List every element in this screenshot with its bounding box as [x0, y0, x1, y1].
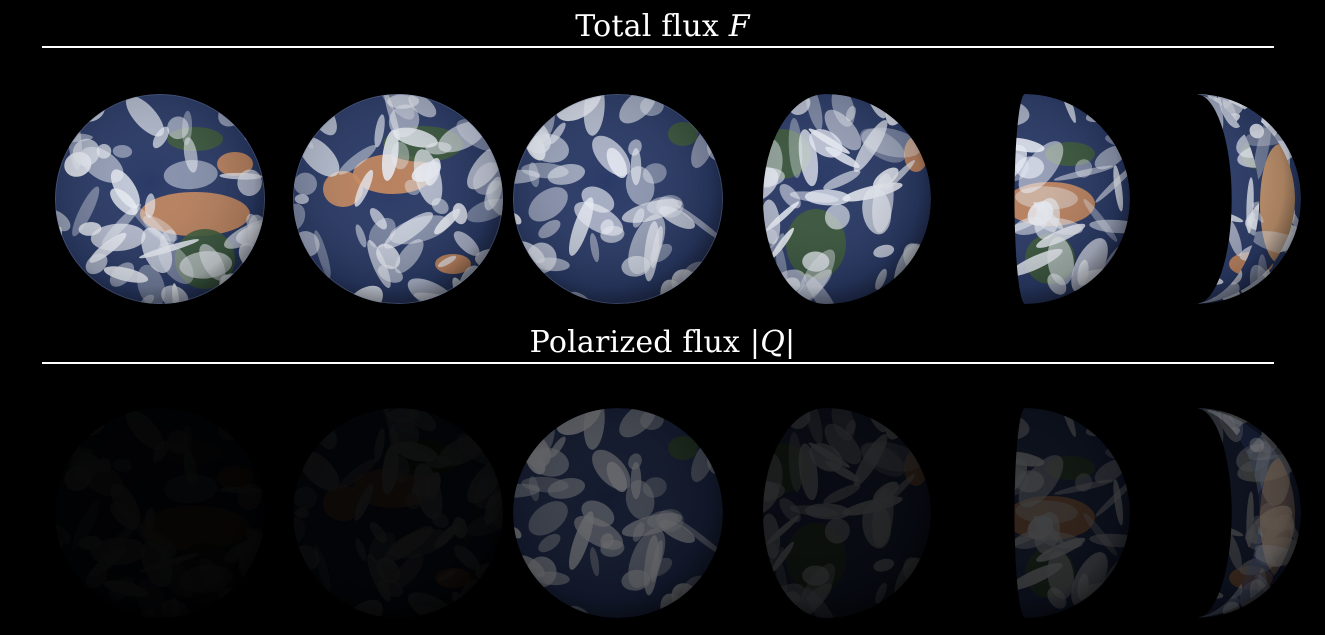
polarized-flux-title: Polarized flux |Q| — [0, 326, 1325, 360]
globe-surface — [293, 94, 503, 304]
polarized-flux-globe-3 — [513, 408, 723, 618]
globe-surface — [55, 408, 265, 618]
total-flux-globe-1 — [55, 94, 265, 304]
polarized-flux-globe-row — [0, 408, 1325, 620]
globe-surface — [920, 94, 1130, 304]
total-flux-title: Total flux F — [0, 10, 1325, 44]
total-flux-globe-2 — [293, 94, 503, 304]
polarized-flux-title-text: Polarized flux | — [529, 325, 761, 360]
globe-surface — [293, 408, 503, 618]
total-flux-globe-5 — [920, 94, 1130, 304]
total-flux-title-text: Total flux — [575, 9, 729, 44]
polarized-flux-title-suffix: | — [785, 325, 796, 360]
polarized-flux-title-variable: Q — [760, 325, 785, 360]
total-flux-globe-row — [0, 94, 1325, 306]
polarized-flux-globe-7 — [1085, 408, 1295, 618]
globe-surface — [721, 94, 931, 304]
total-flux-rule — [42, 46, 1274, 48]
globe-surface — [513, 94, 723, 304]
total-flux-globe-4 — [721, 94, 931, 304]
polarized-flux-globe-5 — [920, 408, 1130, 618]
globe-surface — [1085, 94, 1295, 304]
globe-surface — [55, 94, 265, 304]
polarized-flux-globe-1 — [55, 408, 265, 618]
polarized-flux-globe-4 — [721, 408, 931, 618]
globe-surface — [721, 408, 931, 618]
globe-surface — [513, 408, 723, 618]
total-flux-globe-3 — [513, 94, 723, 304]
globe-surface — [1085, 408, 1295, 618]
polarized-flux-rule — [42, 362, 1274, 364]
globe-surface — [920, 408, 1130, 618]
total-flux-title-variable: F — [728, 9, 750, 44]
polarized-flux-globe-2 — [293, 408, 503, 618]
total-flux-globe-7 — [1085, 94, 1295, 304]
